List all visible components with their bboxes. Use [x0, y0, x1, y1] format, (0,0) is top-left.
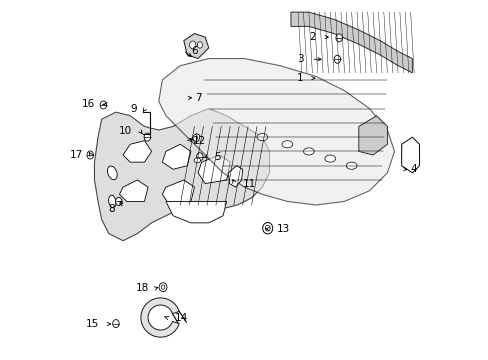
Ellipse shape [333, 55, 340, 63]
Text: 5: 5 [214, 152, 220, 162]
Polygon shape [358, 116, 386, 155]
Text: 14: 14 [175, 312, 188, 323]
Ellipse shape [346, 162, 356, 169]
Polygon shape [119, 180, 148, 202]
Ellipse shape [107, 166, 117, 180]
Text: 11: 11 [242, 179, 255, 189]
Text: 15: 15 [85, 319, 99, 329]
Polygon shape [162, 180, 194, 205]
Text: 12: 12 [192, 136, 205, 147]
Ellipse shape [144, 133, 150, 141]
Ellipse shape [100, 101, 106, 109]
Text: 7: 7 [195, 93, 202, 103]
Text: 4: 4 [410, 164, 416, 174]
Text: 6: 6 [190, 46, 197, 56]
Text: 3: 3 [296, 54, 303, 64]
Ellipse shape [264, 225, 270, 231]
Polygon shape [165, 202, 226, 223]
Ellipse shape [197, 42, 202, 48]
Polygon shape [183, 33, 208, 59]
Ellipse shape [108, 195, 116, 208]
Polygon shape [162, 144, 190, 169]
Text: 13: 13 [276, 224, 289, 234]
Text: 9: 9 [130, 104, 137, 113]
Polygon shape [159, 59, 394, 205]
Polygon shape [141, 298, 179, 337]
Polygon shape [198, 155, 230, 184]
Polygon shape [192, 134, 200, 143]
Polygon shape [401, 137, 419, 173]
Ellipse shape [303, 148, 313, 155]
Ellipse shape [87, 151, 93, 159]
Ellipse shape [335, 34, 342, 42]
Ellipse shape [159, 283, 166, 292]
Text: 18: 18 [135, 283, 148, 293]
Ellipse shape [193, 135, 197, 141]
Text: 17: 17 [70, 150, 83, 160]
Polygon shape [228, 166, 242, 187]
Ellipse shape [257, 134, 267, 141]
Ellipse shape [189, 41, 196, 49]
Ellipse shape [282, 141, 292, 148]
Ellipse shape [262, 222, 272, 234]
Text: 16: 16 [82, 99, 95, 109]
Text: 2: 2 [309, 32, 315, 42]
Polygon shape [290, 12, 411, 73]
Ellipse shape [112, 320, 119, 328]
Ellipse shape [196, 153, 203, 161]
Ellipse shape [115, 197, 122, 206]
Ellipse shape [194, 158, 200, 163]
Polygon shape [94, 109, 269, 241]
Text: 10: 10 [119, 126, 132, 136]
Text: 8: 8 [108, 203, 115, 213]
Ellipse shape [161, 285, 164, 289]
Text: 1: 1 [296, 73, 303, 83]
Polygon shape [123, 141, 151, 162]
Ellipse shape [324, 155, 335, 162]
